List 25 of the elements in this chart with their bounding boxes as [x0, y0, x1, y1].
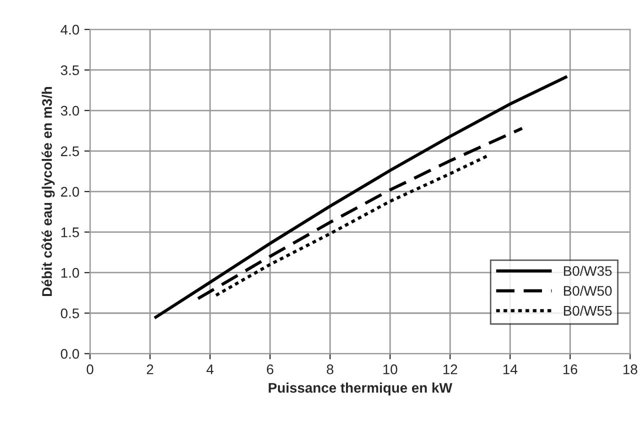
legend-label: B0/W55 [564, 306, 612, 316]
legend-label: B0/W35 [564, 266, 612, 276]
y-tick-label: 1.5 [61, 228, 80, 238]
x-tick-label: 6 [266, 364, 274, 374]
x-tick-label: 10 [383, 364, 398, 374]
x-tick-label: 4 [206, 364, 214, 374]
y-tick-label: 2.0 [60, 186, 80, 197]
x-tick-label: 18 [623, 364, 638, 374]
y-tick-label: 1.0 [61, 268, 80, 278]
x-tick-label: 0 [86, 364, 94, 374]
x-tick-label: 2 [146, 364, 154, 374]
x-tick-label: 8 [326, 364, 334, 374]
x-tick-label: 16 [563, 364, 578, 374]
legend-label: B0/W50 [564, 286, 612, 296]
y-tick-label: 2.5 [60, 146, 80, 156]
x-axis-title: Puissance thermique en kW [268, 382, 452, 396]
y-tick-label: 3.0 [60, 106, 80, 116]
y-tick-label: 4.0 [60, 24, 80, 35]
y-axis-title: Débit côté eau glycolée en m3/h [41, 87, 55, 296]
x-tick-label: 12 [443, 364, 458, 374]
y-tick-label: 0.0 [60, 348, 80, 359]
y-tick-label: 0.5 [60, 308, 80, 318]
x-tick-label: 14 [503, 364, 518, 374]
line-series [196, 126, 524, 300]
y-tick-label: 3.5 [60, 65, 80, 76]
